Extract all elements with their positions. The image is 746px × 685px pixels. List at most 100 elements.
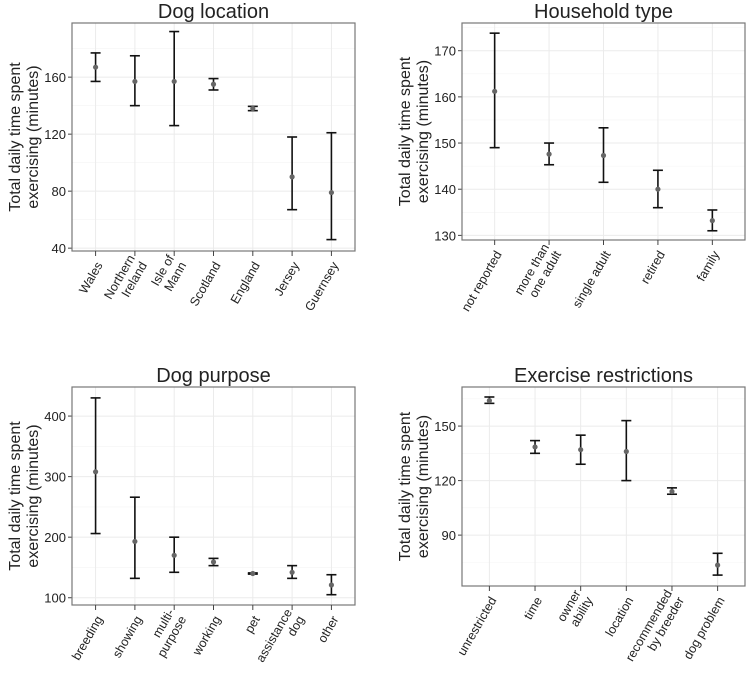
x-tick-label: Isle ofMann <box>148 252 189 295</box>
y-tick-label: 140 <box>434 182 456 197</box>
mean-point <box>289 569 295 575</box>
y-axis-label-line: exercising (minutes) <box>415 60 432 203</box>
mean-point <box>669 488 675 495</box>
x-tick-label-line: breeding <box>69 613 105 662</box>
x-tick-label: showing <box>110 613 145 660</box>
x-tick-label: ownerability <box>554 587 596 631</box>
y-tick-label: 200 <box>44 530 66 545</box>
x-tick-label: other <box>315 614 341 646</box>
y-tick-label: 100 <box>44 591 66 606</box>
x-tick-label-line: family <box>694 248 723 284</box>
mean-point <box>546 151 552 157</box>
mean-point <box>171 78 177 85</box>
x-tick-label: Wales <box>76 260 105 297</box>
chart-title: Dog purpose <box>156 365 271 387</box>
y-tick-label: 120 <box>44 127 66 142</box>
y-tick-label: 150 <box>434 136 456 151</box>
x-tick-label: dog problem <box>681 595 728 662</box>
x-tick-label: Guernsey <box>302 259 342 314</box>
x-tick-label: pet <box>242 613 263 636</box>
plot-frame <box>461 386 746 587</box>
mean-point <box>623 448 629 455</box>
chart-panel: 100 200 300 400 Dog purpose Total daily time … <box>7 365 356 671</box>
y-tick-label: 120 <box>434 474 456 489</box>
x-tick-label: not reported <box>459 248 505 313</box>
x-tick-label-line: dog problem <box>681 595 728 662</box>
x-tick-label: Scotland <box>187 259 223 308</box>
x-tick-label-line: Wales <box>76 260 105 297</box>
y-tick-label: 170 <box>434 44 456 59</box>
x-tick-label-line: unrestricted <box>455 594 500 658</box>
x-tick-label-line: Scotland <box>187 259 223 308</box>
mean-point <box>132 538 138 545</box>
x-tick-label-line: single adult <box>570 248 614 310</box>
chart-panel: 90 120 150 Exercise restrictions Total daily… <box>397 365 746 664</box>
x-tick-label: assistancedog <box>253 606 307 671</box>
mean-point <box>578 447 584 453</box>
x-tick-label-line: time <box>521 594 545 621</box>
mean-point <box>92 469 99 475</box>
y-axis-label-line: exercising (minutes) <box>25 65 42 208</box>
x-tick-label: location <box>603 594 637 638</box>
y-tick-label: 150 <box>434 419 456 434</box>
x-tick-label: single adult <box>570 248 614 310</box>
y-tick-label: 90 <box>442 528 456 543</box>
x-tick-label-line: showing <box>110 613 145 660</box>
x-tick-label: NorthernIreland <box>101 252 150 308</box>
mean-point <box>486 398 492 404</box>
mean-point <box>210 559 217 565</box>
y-tick-label: 160 <box>434 90 456 105</box>
y-tick-label: 400 <box>44 409 66 424</box>
x-tick-label: breeding <box>69 613 105 662</box>
y-axis-label-line: Total daily time spent <box>397 411 414 561</box>
mean-point <box>250 105 256 112</box>
chart-panel: 130 140 150 160 170 Household type Total daily… <box>397 1 746 314</box>
x-tick-label: multi-purpose <box>142 606 189 659</box>
x-tick-label-line: assistance <box>253 606 295 664</box>
x-tick-label: family <box>694 248 723 284</box>
mean-point <box>250 570 256 577</box>
chart-panel: 40 80 120 160 Dog location Total daily time s… <box>7 1 356 314</box>
mean-point <box>709 218 715 224</box>
x-tick-label-line: working <box>189 613 223 658</box>
x-tick-label-line: not reported <box>459 248 505 313</box>
mean-point <box>655 186 661 192</box>
mean-point <box>328 582 335 588</box>
chart-title: Household type <box>534 1 673 23</box>
x-tick-label-line: other <box>315 614 341 646</box>
x-tick-label: Jersey <box>272 259 303 299</box>
y-axis-label-line: Total daily time spent <box>7 421 24 571</box>
chart-title: Dog location <box>158 1 269 23</box>
y-tick-label: 40 <box>52 241 66 256</box>
x-tick-label-line: Jersey <box>272 259 303 299</box>
x-tick-label-line: location <box>603 594 637 638</box>
x-tick-label-line: England <box>228 259 263 306</box>
mean-point <box>328 189 335 196</box>
x-tick-label-line: Guernsey <box>302 259 342 314</box>
y-axis-label-line: Total daily time spent <box>7 62 24 212</box>
x-tick-label: more thanone adult <box>512 241 565 304</box>
mean-point <box>92 64 99 70</box>
x-tick-label: unrestricted <box>455 594 500 658</box>
mean-point <box>289 174 295 180</box>
mean-point <box>600 152 607 159</box>
mean-point <box>715 562 721 568</box>
x-tick-label: working <box>189 613 223 658</box>
mean-point <box>532 444 538 450</box>
y-axis-label: Total daily time spentexercising (minute… <box>7 421 42 571</box>
y-tick-label: 130 <box>434 228 456 243</box>
x-tick-label: time <box>521 594 545 621</box>
chart-title: Exercise restrictions <box>514 365 693 387</box>
y-tick-label: 80 <box>52 184 66 199</box>
y-axis-label: Total daily time spentexercising (minute… <box>397 56 432 206</box>
mean-point <box>171 552 177 558</box>
y-axis-label-line: Total daily time spent <box>397 56 414 206</box>
x-tick-label: retired <box>638 248 668 286</box>
x-tick-label-line: pet <box>242 613 263 636</box>
mean-point <box>210 81 217 87</box>
y-axis-label: Total daily time spentexercising (minute… <box>397 411 432 561</box>
y-axis-label: Total daily time spentexercising (minute… <box>7 62 42 212</box>
y-tick-label: 300 <box>44 470 66 485</box>
y-tick-label: 160 <box>44 70 66 85</box>
